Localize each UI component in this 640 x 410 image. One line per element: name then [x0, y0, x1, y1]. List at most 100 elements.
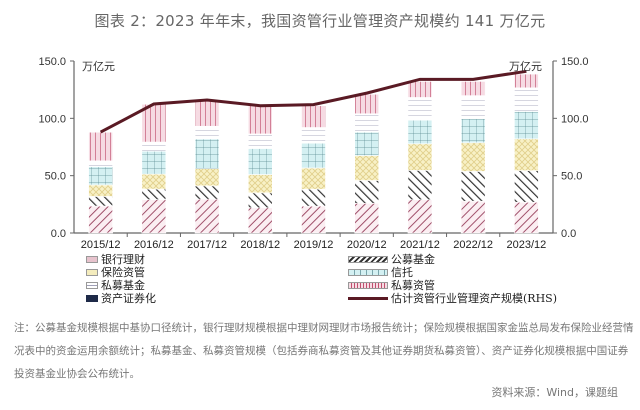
- y-tick-label: 0.0: [51, 228, 66, 240]
- bank-wm-swatch-icon: [86, 256, 98, 263]
- bar-2019-12: [301, 105, 326, 234]
- bar-segment: [460, 200, 486, 234]
- bar-segment: [407, 119, 433, 145]
- abs-swatch-icon: [86, 295, 98, 302]
- legend-label: 私募基金: [101, 279, 145, 292]
- bar-segment: [514, 201, 539, 234]
- bar-segment: [407, 81, 433, 98]
- legend-item-trust: 信托: [348, 266, 413, 279]
- mutual-fund-swatch-icon: [348, 256, 388, 263]
- y-tick-label: 100.0: [38, 113, 66, 125]
- bar-segment: [301, 205, 326, 234]
- bar-segment: [247, 133, 273, 149]
- bar-segment: [460, 95, 486, 119]
- legend-label: 资产证券化: [101, 292, 156, 305]
- bar-segment: [141, 150, 167, 175]
- x-tick-label: 2023/12: [507, 239, 547, 250]
- bar-segment: [194, 125, 220, 140]
- bar-segment: [514, 138, 539, 171]
- bar-segment: [407, 199, 433, 234]
- left-unit-label: 万亿元: [82, 60, 115, 73]
- stacked-bar-chart: 0.0 0.0 50.0 50.0 100.0 100.0 150.0 150.0 2015/…: [38, 56, 589, 250]
- bar-segment: [354, 155, 380, 181]
- legend-item-bank-wm: 银行理财: [86, 253, 145, 266]
- bar-2020-12: [354, 93, 380, 234]
- bar-segment: [407, 143, 433, 171]
- bar-segment: [141, 173, 167, 190]
- y-tick-label: 50.0: [45, 171, 66, 183]
- bar-segment: [194, 100, 220, 127]
- x-tick-label: 2019/12: [294, 239, 334, 250]
- chart-title: 图表 2：2023 年年末，我国资管行业管理资产规模约 141 万亿元: [94, 12, 546, 30]
- bar-segment: [88, 196, 113, 207]
- bar-segment: [301, 127, 326, 144]
- bar-segment: [194, 168, 220, 187]
- legend-label: 公募基金: [391, 253, 435, 266]
- private-fund-swatch-icon: [86, 282, 98, 289]
- source-label: 资料来源：Wind，课题组: [491, 386, 618, 399]
- y2-tick-label: 150.0: [561, 56, 589, 68]
- total-aum-line: [99, 69, 527, 134]
- bar-segment: [194, 198, 220, 234]
- bar-2022-12: [460, 81, 486, 234]
- bar-segment: [354, 203, 380, 234]
- bar-2015-12: [88, 131, 113, 234]
- legend-item-mutual-fund: 公募基金: [348, 253, 435, 266]
- right-unit-label: 万亿元: [509, 60, 542, 73]
- bar-segment: [141, 199, 167, 234]
- x-tick-label: 2021/12: [400, 239, 440, 250]
- bar-segment: [460, 171, 486, 202]
- x-tick-label: 2020/12: [347, 239, 387, 250]
- bar-segment: [460, 118, 486, 144]
- y-tick-label: 150.0: [38, 56, 66, 68]
- y2-tick-label: 0.0: [561, 228, 576, 240]
- bar-segment: [247, 207, 273, 234]
- bar-segment: [301, 188, 326, 207]
- bar-segment: [514, 170, 539, 203]
- bar-segment: [88, 131, 113, 162]
- y2-tick-label: 50.0: [561, 171, 582, 183]
- bar-2016-12: [141, 103, 167, 234]
- bar-segment: [514, 87, 539, 112]
- legend-label: 保险资管: [101, 266, 145, 279]
- bar-segment: [247, 174, 273, 194]
- legend-item-private-fund: 私募基金: [86, 279, 145, 292]
- bar-2023-12: [514, 73, 539, 234]
- bar-segment: [354, 93, 380, 115]
- x-tick-label: 2018/12: [240, 239, 280, 250]
- bar-segment: [88, 166, 113, 186]
- bar-segment: [514, 73, 539, 89]
- x-tick-label: 2022/12: [453, 239, 493, 250]
- private-am-swatch-icon: [348, 282, 388, 289]
- bar-segment: [301, 105, 326, 128]
- legend-label: 银行理财: [101, 253, 145, 266]
- bar-segment: [247, 148, 273, 175]
- bar-segment: [514, 111, 539, 140]
- legend-item-abs: 资产证券化: [86, 292, 156, 305]
- legend-label: 信托: [391, 266, 413, 279]
- trust-swatch-icon: [348, 269, 388, 276]
- bar-2017-12: [194, 100, 220, 234]
- bar-segment: [301, 142, 326, 169]
- bar-2021-12: [407, 81, 433, 234]
- bar-segment: [247, 105, 273, 135]
- bar-segment: [354, 131, 380, 156]
- legend-label: 私募资管: [391, 279, 435, 292]
- bar-segment: [88, 205, 113, 234]
- bar-segment: [88, 160, 113, 167]
- legend-item-total-line: 估计资管行业管理资产规模(RHS): [348, 292, 557, 305]
- bar-segment: [88, 184, 113, 197]
- bar-segment: [301, 167, 326, 190]
- legend-item-insurance: 保险资管: [86, 266, 145, 279]
- bar-segment: [194, 185, 220, 200]
- bar-segment: [460, 81, 486, 96]
- bar-segment: [354, 113, 380, 133]
- bar-segment: [141, 141, 167, 152]
- total-line-swatch-icon: [348, 297, 388, 300]
- legend-item-private-am: 私募资管: [348, 279, 435, 292]
- x-tick-label: 2017/12: [187, 239, 227, 250]
- bar-segment: [354, 180, 380, 204]
- bar-2018-12: [247, 105, 273, 234]
- insurance-swatch-icon: [86, 269, 98, 276]
- y2-tick-label: 100.0: [561, 113, 589, 125]
